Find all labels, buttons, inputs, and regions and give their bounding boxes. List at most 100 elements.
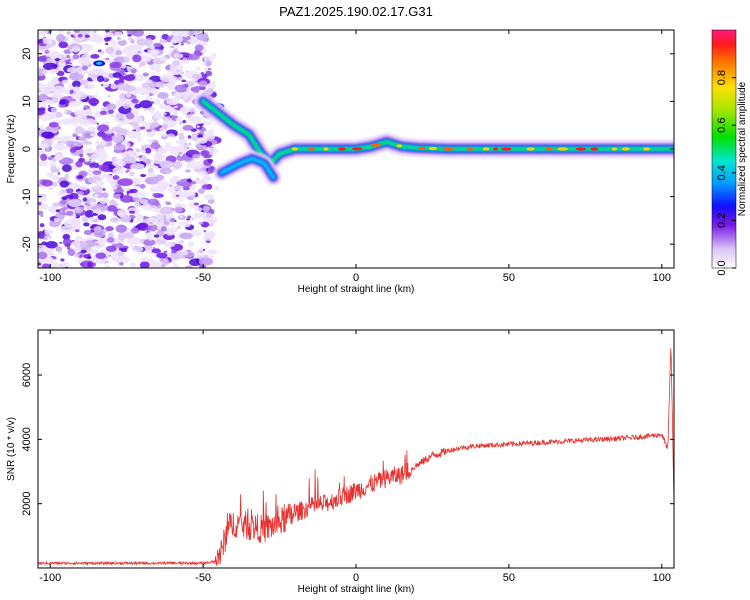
noise-speck — [156, 243, 162, 247]
noise-speck — [143, 217, 159, 226]
noise-speck — [191, 133, 200, 142]
noise-speck — [105, 245, 117, 252]
noise-speck — [127, 44, 143, 52]
noise-speck — [193, 202, 200, 206]
noise-speck — [118, 92, 128, 101]
noise-speck — [80, 58, 92, 66]
noise-speck — [150, 142, 160, 150]
signal-hotspot — [418, 146, 426, 150]
noise-speck — [41, 33, 45, 36]
noise-speck — [202, 234, 214, 241]
noise-speck — [118, 118, 123, 121]
noise-speck — [166, 232, 174, 236]
noise-speck — [211, 52, 217, 56]
noise-speck — [53, 217, 59, 223]
noise-speck — [61, 79, 70, 85]
noise-speck — [151, 49, 160, 55]
noise-speck — [149, 121, 160, 128]
noise-speck — [46, 172, 55, 178]
noise-speck — [183, 142, 188, 147]
noise-speck — [40, 97, 47, 102]
noise-speck — [76, 30, 91, 35]
snr-x-label: Height of straight line (km) — [298, 584, 415, 595]
noise-speck — [148, 171, 157, 178]
noise-speck — [174, 206, 183, 213]
noise-speck — [102, 82, 110, 88]
noise-speck — [74, 44, 78, 48]
noise-speck — [85, 195, 92, 199]
noise-speck — [139, 126, 146, 130]
noise-speck — [172, 60, 181, 66]
noise-speck — [184, 169, 191, 173]
noise-speck — [163, 250, 168, 253]
noise-speck — [87, 125, 96, 132]
noise-speck — [93, 30, 97, 33]
noise-speck — [117, 251, 125, 256]
noise-speck — [129, 131, 142, 139]
spectrogram-x-tick-label: 50 — [503, 272, 515, 284]
noise-speck — [134, 185, 140, 189]
noise-speck — [71, 91, 88, 100]
noise-speck — [57, 172, 61, 175]
noise-speck — [90, 54, 100, 59]
noise-speck — [52, 202, 60, 208]
noise-speck — [156, 252, 168, 259]
noise-speck — [197, 178, 206, 185]
noise-speck — [78, 136, 87, 141]
noise-speck — [119, 195, 124, 199]
noise-speck — [116, 254, 127, 262]
noise-speck — [160, 132, 168, 137]
noise-speck — [148, 238, 153, 241]
noise-speck — [137, 50, 142, 54]
noise-speck — [59, 99, 66, 105]
noise-speck — [126, 240, 131, 244]
noise-speck — [191, 217, 195, 221]
noise-speck — [115, 50, 123, 56]
noise-speck — [132, 197, 140, 202]
noise-speck — [116, 82, 131, 91]
noise-speck — [139, 183, 146, 189]
signal-hotspot — [396, 144, 403, 148]
noise-speck — [198, 188, 205, 194]
noise-speck — [115, 224, 127, 233]
noise-speck — [187, 244, 192, 248]
noise-speck — [144, 86, 152, 94]
noise-speck — [129, 244, 135, 249]
noise-speck — [159, 206, 175, 215]
noise-speck — [48, 121, 59, 128]
noise-speck — [114, 117, 120, 120]
noise-speck — [52, 85, 67, 94]
noise-speck — [180, 42, 184, 46]
noise-speck — [189, 35, 195, 38]
noise-speck — [97, 49, 102, 53]
noise-speck — [206, 87, 215, 95]
noise-speck — [68, 199, 82, 208]
noise-speck — [48, 187, 53, 190]
noise-speck — [207, 67, 212, 71]
noise-speck — [143, 239, 156, 246]
noise-speck — [69, 147, 77, 153]
noise-speck — [121, 156, 136, 164]
noise-speck — [47, 142, 52, 146]
noise-speck — [73, 109, 88, 117]
noise-speck — [139, 198, 149, 205]
noise-speck — [198, 221, 204, 225]
noise-speck — [189, 258, 202, 267]
noise-speck — [79, 206, 85, 210]
noise-speck — [118, 262, 124, 266]
noise-speck — [76, 175, 84, 180]
signal-hotspot — [338, 147, 346, 151]
noise-speck — [208, 255, 214, 259]
noise-speck — [50, 78, 59, 85]
noise-speck — [50, 107, 57, 113]
noise-speck — [170, 45, 175, 49]
noise-speck — [151, 248, 162, 254]
noise-speck — [137, 159, 141, 162]
noise-speck — [99, 140, 107, 146]
noise-speck — [46, 148, 50, 152]
noise-speck — [44, 99, 54, 105]
noise-speck — [106, 36, 112, 40]
noise-speck — [132, 124, 140, 130]
noise-speck — [44, 235, 51, 239]
signal-hotspot — [545, 147, 553, 151]
